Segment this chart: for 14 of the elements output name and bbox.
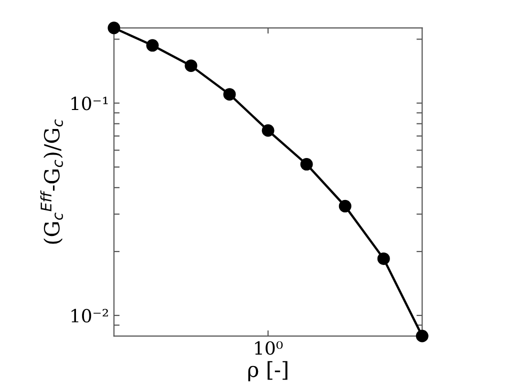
point — [416, 330, 428, 342]
point — [377, 252, 390, 265]
y-axis-title: (G$_{c}$$^{Eff}$-G$_{c}$)/G$_{c}$ — [40, 119, 63, 244]
point — [108, 22, 120, 34]
y-tick-label: 10⁻² — [72, 308, 108, 323]
x-axis-title: ρ [-] — [248, 361, 288, 382]
point — [223, 88, 236, 101]
point — [300, 158, 313, 171]
point — [184, 59, 198, 72]
point — [262, 124, 274, 137]
y-tick-label: 10⁻¹ — [72, 96, 108, 110]
point — [146, 39, 159, 52]
point — [338, 200, 352, 212]
x-tick-label: 10⁰ — [255, 341, 283, 355]
